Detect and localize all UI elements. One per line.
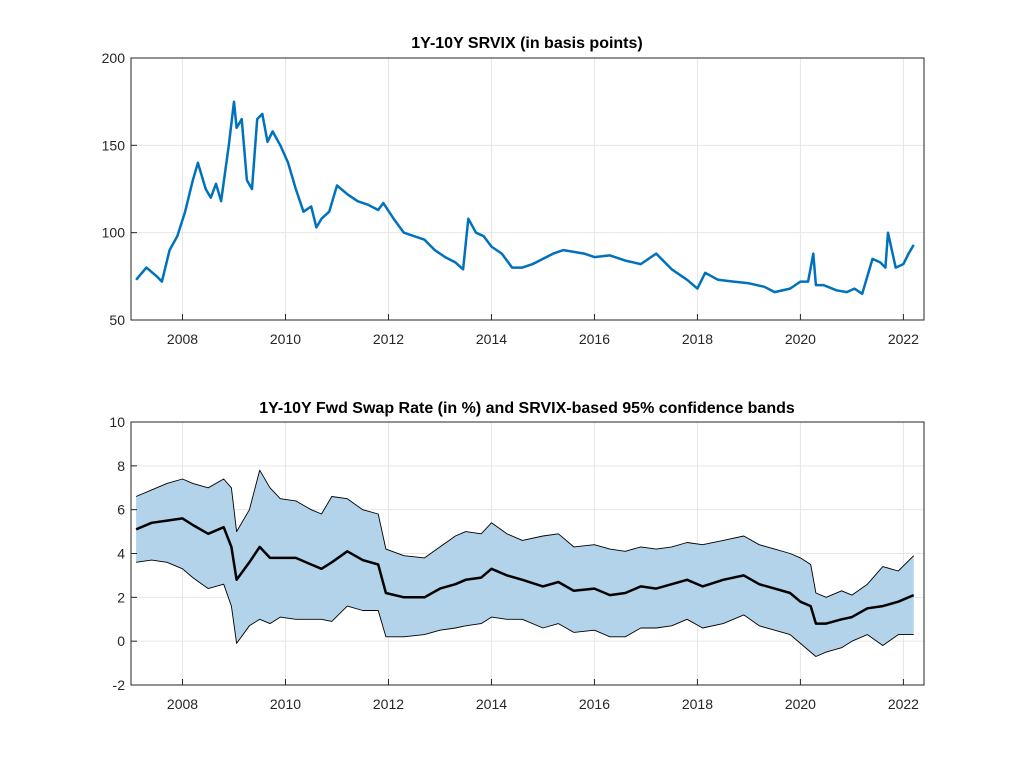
x-tick-label: 2016 [579,696,610,712]
swap-rate-axes-box [130,421,925,686]
fwd-swap-rate-line [135,517,915,625]
y-tick-label: 50 [109,312,125,328]
srvix-panel: 1Y-10Y SRVIX (in basis points) 2008 2010 2… [102,35,925,347]
y-tick-label: 2 [117,589,125,605]
y-tick-label: 8 [117,458,125,474]
y-tick-label: -2 [113,677,126,693]
x-tick-label: 2018 [682,696,713,712]
upper-band-line [135,469,915,598]
x-tick-label: 2022 [888,331,919,347]
x-tick-label: 2008 [167,696,198,712]
y-tick-label: 100 [102,225,126,241]
y-tick-label: 6 [117,502,125,518]
swap-rate-tick-labels: 2008 2010 2012 2014 2016 2018 2020 2022 -2 0 2 4 6 8 1… [109,414,919,712]
x-tick-label: 2020 [785,331,816,347]
srvix-series-line [135,100,915,296]
swap-rate-chart-title: 1Y-10Y Fwd Swap Rate (in %) and SRVIX-ba… [259,400,795,417]
x-tick-label: 2010 [270,696,301,712]
y-tick-label: 10 [109,414,125,430]
x-tick-label: 2014 [476,331,507,347]
x-tick-label: 2012 [373,331,404,347]
confidence-band-area [136,470,914,657]
y-tick-label: 4 [117,546,125,562]
y-tick-label: 0 [117,633,125,649]
swap-rate-plot-area [135,469,915,657]
srvix-axes-box [130,57,925,321]
srvix-tick-labels: 2008 2010 2012 2014 2016 2018 2020 2022 50 100 150… [102,50,920,347]
srvix-plot-area [135,100,915,296]
x-tick-label: 2020 [785,696,816,712]
y-tick-label: 200 [102,50,126,66]
y-tick-label: 150 [102,137,126,153]
x-tick-label: 2008 [167,331,198,347]
x-tick-label: 2012 [373,696,404,712]
x-tick-label: 2018 [682,331,713,347]
x-tick-label: 2014 [476,696,507,712]
swap-rate-panel: 1Y-10Y Fwd Swap Rate (in %) and SRVIX-ba… [109,400,925,712]
x-tick-label: 2022 [888,696,919,712]
x-tick-label: 2010 [270,331,301,347]
lower-band-line [136,559,914,657]
srvix-chart-title: 1Y-10Y SRVIX (in basis points) [411,35,642,52]
x-tick-label: 2016 [579,331,610,347]
